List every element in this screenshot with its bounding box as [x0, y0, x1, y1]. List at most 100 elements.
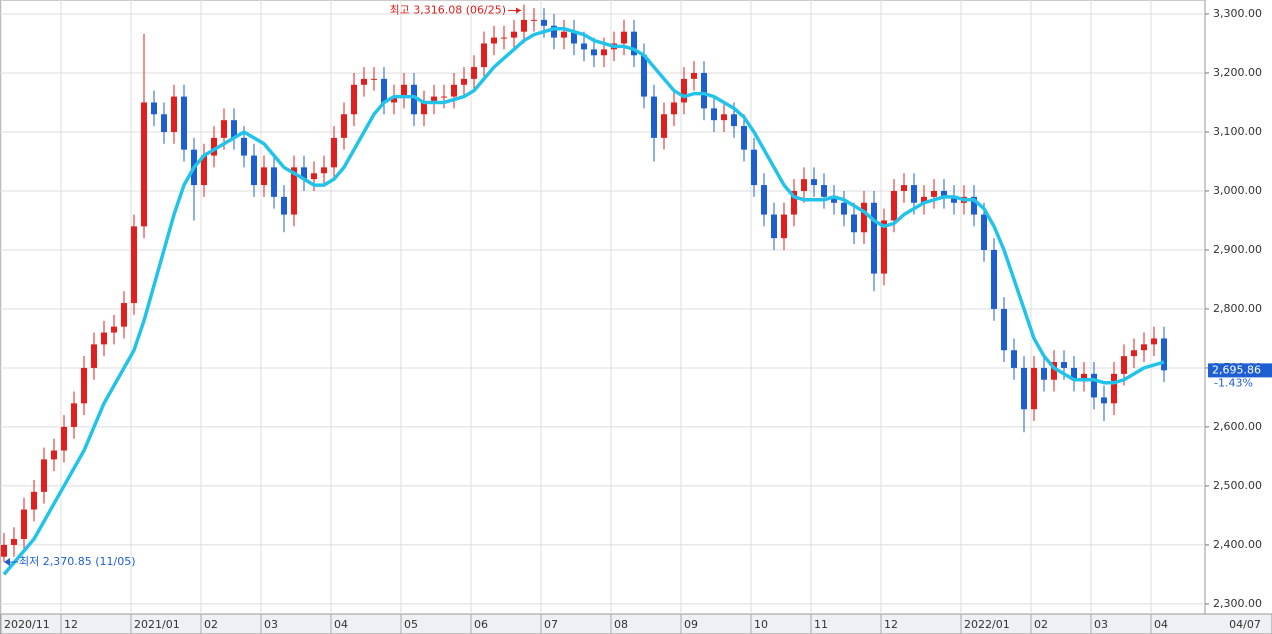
candle-body: [171, 96, 177, 132]
candle-body: [521, 19, 527, 32]
y-tick-label: 2,500.00: [1213, 479, 1262, 492]
candle-body: [701, 72, 707, 109]
candle-body: [311, 173, 317, 180]
candle-body: [391, 96, 397, 103]
candle-body: [771, 214, 777, 239]
candle-body: [231, 120, 237, 138]
candle-body: [711, 108, 717, 121]
x-tick-label: 09: [684, 618, 698, 631]
candle-body: [681, 78, 687, 103]
candle-body: [441, 96, 447, 98]
candle-body: [1011, 350, 1017, 368]
candle-body: [931, 190, 937, 197]
candle-body: [301, 167, 307, 180]
candle-body: [401, 84, 407, 97]
candle-body: [791, 190, 797, 215]
candle-body: [901, 185, 907, 191]
candle-body: [731, 114, 737, 127]
candle-body: [841, 202, 847, 215]
candle-body: [31, 491, 37, 510]
x-tick-label: 04: [334, 618, 348, 631]
candle-body: [131, 226, 137, 304]
candle-body: [41, 459, 47, 492]
x-tick-label: 10: [754, 618, 768, 631]
candle-body: [431, 96, 437, 103]
candle-body: [331, 137, 337, 168]
candle-body: [151, 102, 157, 115]
candle-body: [461, 78, 467, 85]
candle-body: [741, 126, 747, 150]
candle-body: [51, 450, 57, 460]
candle-body: [411, 84, 417, 115]
y-tick-label: 2,300.00: [1213, 597, 1262, 610]
last-price-label: 2,695.86: [1212, 363, 1261, 376]
candle-body: [801, 179, 807, 191]
candle-body: [811, 179, 817, 186]
candle-body: [21, 509, 27, 540]
candle-body: [831, 196, 837, 203]
candle-body: [751, 149, 757, 186]
candle-body: [761, 185, 767, 215]
x-tick-label: 03: [1094, 618, 1108, 631]
candle-body: [621, 31, 627, 44]
candle-body: [871, 202, 877, 274]
candle-body: [631, 31, 637, 56]
candle-body: [1131, 350, 1137, 357]
x-tick-label: 11: [814, 618, 828, 631]
x-tick-label: 2022/01: [964, 618, 1010, 631]
candle-body: [61, 426, 67, 451]
candle-body: [1, 544, 7, 557]
candle-body: [371, 78, 377, 80]
x-tick-label: 12: [884, 618, 898, 631]
candle-body: [1121, 356, 1127, 374]
candle-body: [1091, 373, 1097, 398]
x-tick-label: 07: [544, 618, 558, 631]
candle-body: [1051, 362, 1057, 380]
candle-body: [821, 185, 827, 197]
candle-body: [941, 190, 947, 197]
x-tick-label: 08: [614, 618, 628, 631]
candle-body: [421, 102, 427, 115]
candle-body: [1111, 373, 1117, 404]
candle-body: [221, 120, 227, 138]
y-tick-label: 3,300.00: [1213, 7, 1262, 20]
candle-body: [971, 196, 977, 215]
candle-body: [691, 72, 697, 79]
candle-body: [11, 539, 17, 545]
candle-body: [861, 202, 867, 233]
candle-body: [211, 137, 217, 156]
candle-body: [641, 55, 647, 97]
candle-body: [321, 167, 327, 174]
y-tick-label: 3,000.00: [1213, 184, 1262, 197]
moving-average: [2, 26, 1165, 576]
y-tick-label: 2,600.00: [1213, 420, 1262, 433]
y-tick-label: 2,400.00: [1213, 538, 1262, 551]
x-tick-label: 05: [404, 618, 418, 631]
candle-body: [671, 102, 677, 115]
candle-body: [531, 19, 537, 21]
x-tick-label: 04: [1154, 618, 1168, 631]
candle-body: [781, 214, 787, 239]
x-tick-label: 02: [204, 618, 218, 631]
candle-body: [1001, 308, 1007, 351]
candle-body: [71, 403, 77, 427]
x-tick-label: 02: [1034, 618, 1048, 631]
candle-body: [1031, 367, 1037, 410]
last-date-label: 04/07: [1229, 618, 1261, 631]
candle-body: [81, 367, 87, 404]
x-tick-label: 2020/11: [4, 618, 50, 631]
candle-body: [361, 78, 367, 85]
candle-body: [651, 96, 657, 138]
candle-body: [451, 84, 457, 97]
candle-body: [281, 196, 287, 215]
candle-body: [271, 167, 277, 197]
candle-body: [341, 114, 347, 138]
x-tick-label: 12: [64, 618, 78, 631]
candle-body: [951, 196, 957, 203]
candle-body: [881, 220, 887, 274]
high-note: 최고 3,316.08 (06/25): [389, 4, 506, 17]
candle-body: [91, 344, 97, 368]
candle-body: [1061, 362, 1067, 368]
low-arrowhead: [4, 558, 10, 567]
